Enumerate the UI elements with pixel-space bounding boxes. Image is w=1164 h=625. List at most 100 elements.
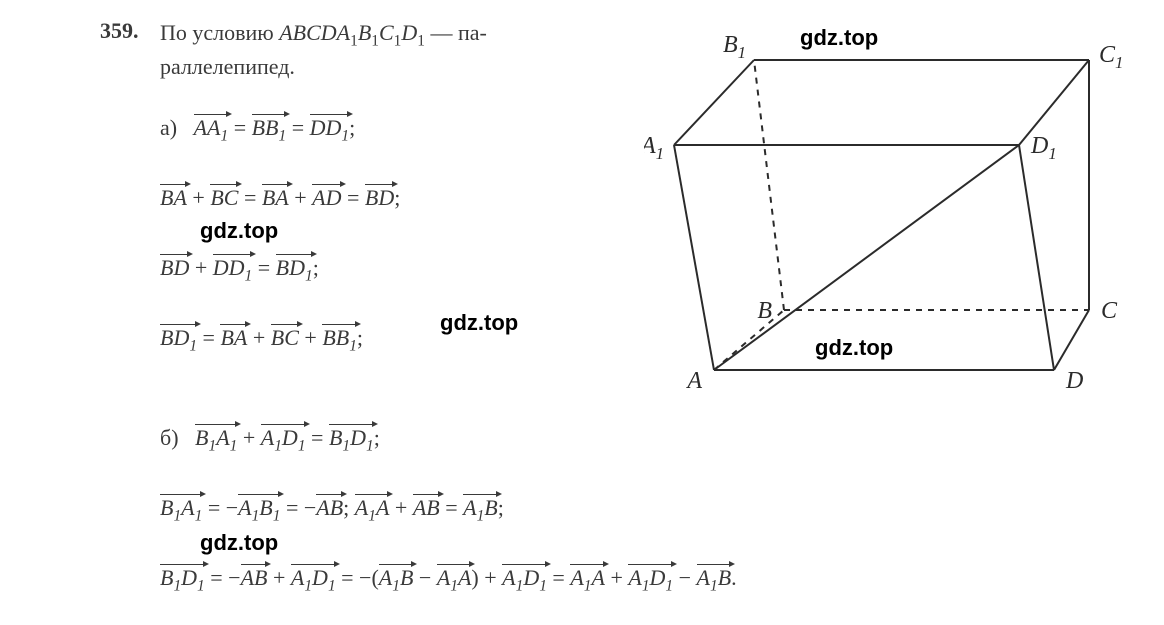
v: AD (312, 185, 341, 211)
op: = (252, 255, 275, 280)
text: D (401, 20, 417, 45)
v: B (718, 565, 731, 590)
op: = (197, 325, 220, 350)
v: B (160, 495, 173, 520)
op: ) + (471, 565, 502, 590)
equation-c: BD + DD1 = BD1; (160, 255, 319, 285)
v: BB (252, 115, 279, 140)
s: 1 (305, 267, 313, 284)
v: BC (271, 325, 299, 351)
op: + (247, 325, 270, 350)
s: 1 (642, 577, 650, 594)
op: = (547, 565, 570, 590)
v: A (291, 565, 304, 590)
text: раллелепипед. (160, 54, 295, 79)
svg-text:A1: A1 (644, 133, 664, 163)
op: − (413, 565, 436, 590)
page: 359. По условию ABCDA1B1C1D1 — па- ралле… (0, 0, 1164, 625)
s: 1 (298, 437, 306, 454)
v: D (523, 565, 539, 590)
v: A (181, 495, 194, 520)
v: B (160, 565, 173, 590)
v: A (261, 425, 274, 450)
equation-e: б) B1A1 + A1D1 = B1D1; (160, 425, 380, 455)
op: = (292, 115, 310, 140)
op: = − (280, 495, 316, 520)
v: B (484, 495, 497, 520)
v: A (216, 425, 229, 450)
op: − (673, 565, 696, 590)
v: BC (210, 185, 238, 211)
part-label-b: б) (160, 425, 179, 450)
problem-statement: По условию ABCDA1B1C1D1 — па- раллелепип… (160, 18, 620, 82)
svg-text:B: B (757, 298, 772, 324)
v: A (628, 565, 641, 590)
text: — па- (425, 20, 487, 45)
op: + (289, 185, 312, 210)
svg-text:A: A (685, 368, 702, 394)
s: 1 (710, 577, 718, 594)
op: + (389, 495, 412, 520)
op: + (237, 425, 260, 450)
v: A (591, 565, 604, 590)
v: A (570, 565, 583, 590)
v: D (350, 425, 366, 450)
s: 1 (392, 577, 400, 594)
s: 1 (197, 577, 205, 594)
parallelepiped-diagram: B1C1A1D1BCAD (644, 20, 1124, 400)
op: = (306, 425, 329, 450)
op: = (234, 115, 252, 140)
v: BD (160, 255, 189, 281)
v: D (181, 565, 197, 590)
v: B (329, 425, 342, 450)
watermark: gdz.top (440, 310, 518, 336)
op: ; (374, 425, 380, 450)
v: DD (213, 255, 245, 280)
op: . (731, 565, 737, 590)
op: = (342, 185, 365, 210)
op: ; (357, 325, 363, 350)
op: ; (313, 255, 319, 280)
op: + (267, 565, 290, 590)
v: D (312, 565, 328, 590)
equation-d: BD1 = BA + BC + BB1; (160, 325, 363, 355)
op: ; (343, 495, 355, 520)
op: = − (205, 565, 241, 590)
s: 1 (189, 337, 197, 354)
v: BA (160, 185, 187, 211)
svg-text:C1: C1 (1099, 42, 1123, 72)
s: 1 (450, 577, 458, 594)
op: + (189, 255, 212, 280)
s: 1 (274, 437, 282, 454)
text: По условию (160, 20, 279, 45)
v: BA (262, 185, 289, 211)
text: 1 (371, 32, 379, 49)
s: 1 (366, 437, 374, 454)
op: = (440, 495, 463, 520)
watermark: gdz.top (200, 218, 278, 244)
v: D (650, 565, 666, 590)
v: AB (241, 565, 268, 591)
v: A (376, 495, 389, 520)
svg-text:D1: D1 (1030, 133, 1057, 163)
v: A (355, 495, 368, 520)
s: 1 (304, 577, 312, 594)
s: 1 (173, 577, 181, 594)
s: 1 (368, 507, 376, 524)
equation-f: B1A1 = −A1B1 = −AB; A1A + AB = A1B; (160, 495, 504, 525)
v: B (400, 565, 413, 590)
s: 1 (195, 507, 203, 524)
part-label-a: а) (160, 115, 177, 140)
v: AA (194, 115, 221, 140)
text: 1 (350, 32, 358, 49)
s: 1 (230, 437, 238, 454)
equation-b: BA + BC = BA + AD = BD; (160, 185, 400, 211)
s: 1 (220, 127, 228, 144)
s: 1 (341, 127, 349, 144)
v: BD (276, 255, 305, 280)
s: 1 (173, 507, 181, 524)
op: = − (202, 495, 238, 520)
text: C (379, 20, 394, 45)
v: A (697, 565, 710, 590)
v: AB (316, 495, 343, 521)
